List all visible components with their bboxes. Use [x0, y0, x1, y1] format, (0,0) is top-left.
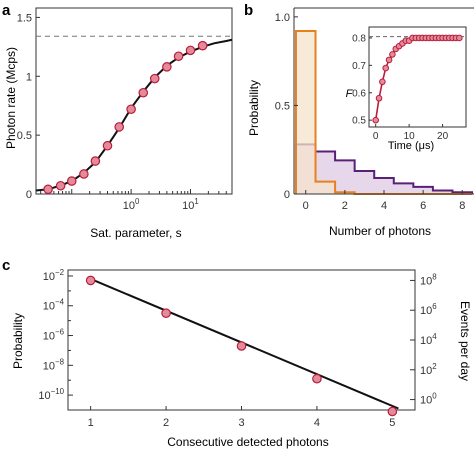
- panel-letter-a: a: [2, 2, 11, 19]
- panel-a-xtick-label: 101: [182, 197, 199, 212]
- panel-c-xtick-label: 4: [314, 417, 320, 429]
- panel-b-ytick-label: 1.0: [275, 12, 290, 24]
- panel-b-xtick-label: 8: [459, 200, 465, 212]
- panel-a-ytick-label: 1: [26, 71, 32, 83]
- panel-a-point: [66, 176, 77, 186]
- panel-c-ylabel: Probability: [11, 313, 25, 369]
- panel-a-ytick-label: 0: [26, 189, 32, 201]
- panel-c-ytick-label: 10−6: [43, 328, 65, 343]
- inset-ytick-label: 0.8: [352, 33, 366, 44]
- panel-a-frame: [35, 7, 233, 195]
- panel-a-xtick-label: 100: [123, 197, 140, 212]
- panel-a-point: [79, 169, 89, 179]
- inset-xtick-label: 20: [437, 131, 449, 142]
- inset-point: [389, 51, 396, 58]
- panel-c-ytick-label: 10−4: [43, 298, 65, 313]
- panel-c-xtick-label: 2: [163, 417, 169, 429]
- panel-c-point: [85, 275, 96, 286]
- panel-b-plot: 0 0.5 1.0 0 2 4 6 8: [275, 7, 474, 212]
- panel-a-ytick-label: 1.5: [17, 12, 32, 24]
- panel-a-point: [138, 87, 149, 98]
- panel-c-xtick-label: 1: [88, 417, 94, 429]
- inset-ytick-label: 0.5: [352, 116, 366, 127]
- panel-a-ytick-label: 0.5: [17, 130, 32, 142]
- panel-b-ylabel: Probability: [247, 80, 261, 136]
- panel-a-point: [173, 51, 184, 62]
- panel-c-ytick-label: 10−2: [43, 268, 64, 283]
- panel-c-y2label: Events per day: [458, 301, 472, 381]
- panel-b-hist-step-1: [294, 143, 474, 194]
- panel-c-ytick-label: 10−8: [43, 357, 65, 372]
- inset-point: [375, 94, 383, 102]
- panel-b-hist-fill-0: [295, 31, 473, 195]
- panel-c-y2tick-label: 102: [420, 362, 437, 377]
- panel-c-point: [236, 341, 247, 351]
- panel-a-point: [197, 40, 208, 51]
- panel-a-point: [43, 184, 53, 195]
- inset-point: [385, 56, 393, 64]
- panel-a-point: [126, 104, 136, 115]
- panel-a-point: [162, 62, 172, 72]
- panel-c-xlabel: Consecutive detected photons: [167, 435, 328, 449]
- panel-a-point: [55, 180, 66, 191]
- inset-ytick-label: 0.7: [352, 61, 366, 72]
- inset-point: [372, 116, 379, 124]
- inset-frame: [368, 26, 467, 128]
- inset-xtick-label: 10: [404, 131, 416, 142]
- inset-point: [456, 34, 463, 42]
- panel-b-xtick-label: 2: [342, 200, 348, 212]
- inset-ytick-label: 0.6: [352, 88, 366, 99]
- inset-xtick-label: 0: [373, 131, 379, 142]
- panel-b-ytick-label: 0: [284, 189, 290, 201]
- inset-point: [379, 78, 386, 86]
- panel-c-point: [387, 406, 398, 417]
- panel-c-point: [161, 308, 171, 318]
- panel-b-ytick-label: 0.5: [275, 100, 290, 112]
- inset-point: [382, 64, 390, 72]
- panel-a-point: [90, 156, 101, 166]
- panel-c-xtick-label: 3: [238, 417, 244, 429]
- panel-letter-c: c: [2, 257, 10, 274]
- panel-c-y2tick-label: 106: [420, 302, 437, 317]
- panel-a-plot: 0 0.5 1 1.5 100 101: [17, 7, 233, 212]
- panel-a-xlabel: Sat. parameter, s: [90, 226, 181, 240]
- panel-c-ytick-label: 10−10: [38, 387, 64, 402]
- panel-b-xtick-label: 0: [303, 200, 309, 212]
- panel-b-xtick-label: 6: [420, 200, 426, 212]
- panel-c-y2tick-label: 104: [420, 332, 437, 347]
- panel-a-point: [185, 45, 196, 56]
- panel-a-point: [102, 140, 113, 151]
- panel-a-point: [114, 122, 125, 132]
- panel-c-point: [312, 373, 322, 384]
- panel-b-xtick-label: 4: [381, 200, 387, 212]
- panel-a-fit-line: [35, 38, 233, 192]
- inset-ylabel: F: [346, 88, 354, 100]
- inset-xlabel: Time (μs): [388, 140, 434, 152]
- panel-b-inset-plot: 0.5 0.6 0.7 0.8 0 10 20: [352, 26, 467, 142]
- panel-a-point: [149, 73, 160, 84]
- panel-b-hist-fill-1: [295, 144, 473, 194]
- panel-a-ylabel: Photon rate (Mcps): [4, 47, 18, 149]
- panel-c-y2tick-label: 100: [420, 392, 437, 407]
- panel-letter-b: b: [244, 2, 253, 19]
- panel-b-xlabel: Number of photons: [329, 224, 431, 238]
- panel-c-xtick-label: 5: [389, 417, 395, 429]
- panel-c-plot: 10−2 10−4 10−6 10−8 10−10 108 106 104 102 100 1 2 3 4…: [38, 268, 437, 429]
- panel-c-y2tick-label: 108: [420, 272, 437, 287]
